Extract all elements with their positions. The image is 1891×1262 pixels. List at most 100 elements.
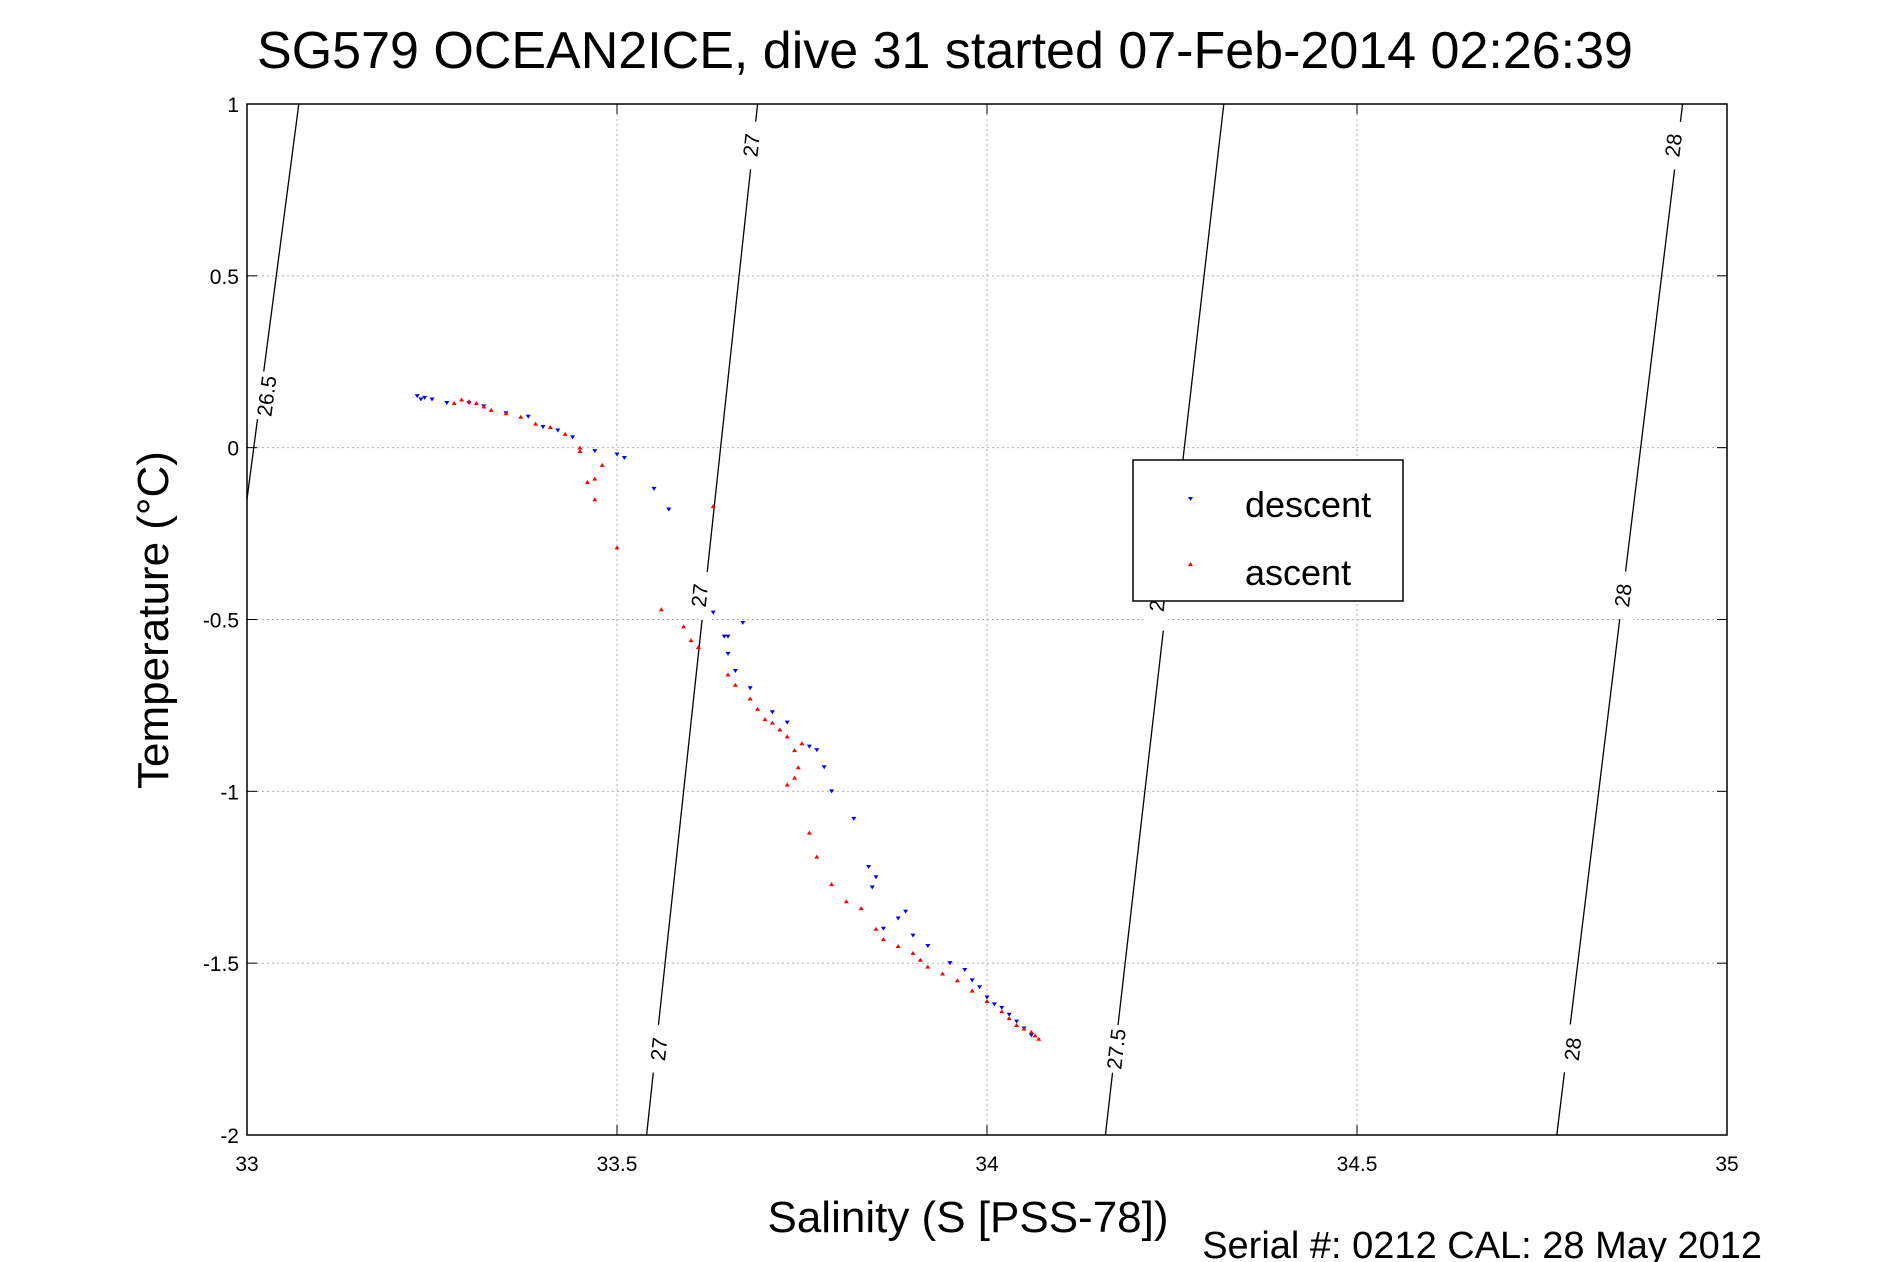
legend-box: [1132, 459, 1404, 602]
ascent-point: [795, 765, 801, 770]
contour-label-bg: [1658, 119, 1689, 171]
ascent-point: [755, 706, 761, 711]
descent-point: [869, 885, 875, 890]
descent-point: [821, 765, 827, 770]
ascent-point: [895, 943, 901, 948]
ascent-point: [873, 926, 879, 931]
descent-point: [747, 686, 753, 691]
ascent-point: [784, 782, 790, 787]
serial-cal-footer: Serial #: 0212 CAL: 28 May 2012: [1202, 1225, 1762, 1262]
ascent-point: [969, 988, 975, 993]
ascent-point: [488, 407, 494, 412]
ascent-point: [777, 727, 783, 732]
x-axis-label: Salinity (S [PSS-78]): [767, 1193, 1168, 1242]
ascent-point: [481, 404, 487, 409]
descent-point: [1006, 1012, 1012, 1017]
ascent-point: [843, 899, 849, 904]
data-points: [414, 394, 1042, 1041]
ascent-point: [784, 734, 790, 739]
descent-point: [814, 748, 820, 753]
ascent-point: [880, 937, 886, 942]
descent-point: [947, 961, 953, 966]
descent-point: [614, 452, 620, 457]
x-tick-label: 34.5: [1337, 1153, 1378, 1176]
legend-ascent-marker: [1188, 562, 1193, 566]
y-tick-label: -2: [220, 1125, 239, 1148]
ascent-point: [917, 957, 923, 962]
ascent-point: [584, 480, 590, 485]
ascent-point: [473, 400, 479, 405]
descent-point: [984, 995, 990, 1000]
ascent-point: [984, 998, 990, 1003]
ascent-point: [459, 397, 465, 402]
descent-point: [866, 864, 872, 869]
ascent-point: [762, 717, 768, 722]
contour-label: 28: [1561, 1036, 1587, 1062]
ascent-point: [769, 720, 775, 725]
density-contours: 26.5 27 27 27 2 27.5 28 28 28: [246, 103, 1689, 1136]
descent-point: [962, 968, 968, 973]
ascent-point: [562, 431, 568, 436]
descent-point: [429, 397, 435, 402]
ascent-point: [829, 882, 835, 887]
descent-point: [725, 651, 731, 656]
contour-line-28: [1556, 103, 1684, 1136]
contour-label-bg: [1608, 570, 1639, 621]
contour-line-26.5: [246, 103, 300, 500]
descent-point: [829, 789, 835, 794]
descent-point: [422, 395, 428, 400]
contour-label-bg: [1558, 1023, 1588, 1075]
ascent-point: [1032, 1033, 1038, 1038]
contour-label: 28: [1661, 132, 1687, 158]
ascent-point: [940, 971, 946, 976]
descent-point: [991, 1002, 997, 1007]
descent-point: [851, 816, 857, 821]
ascent-point: [466, 399, 472, 404]
descent-point: [1014, 1019, 1020, 1024]
ascent-point: [799, 741, 805, 746]
descent-point: [1028, 1033, 1034, 1038]
contour-label: 26.5: [253, 374, 281, 418]
descent-point: [621, 455, 627, 460]
ascent-point: [806, 830, 812, 835]
descent-point: [555, 428, 561, 433]
ascent-point: [999, 1009, 1005, 1014]
ascent-point: [814, 854, 820, 859]
ascent-point: [725, 672, 731, 677]
ascent-point: [592, 497, 598, 502]
contour-label: 27: [688, 583, 713, 609]
descent-point: [444, 400, 450, 405]
ascent-point: [688, 638, 694, 643]
ascent-point: [925, 964, 931, 969]
ascent-point: [1028, 1029, 1034, 1034]
legend-ascent-label: ascent: [1245, 552, 1351, 593]
contour-label: 28: [1611, 583, 1637, 609]
descent-point: [732, 669, 738, 674]
descent-point: [740, 620, 746, 625]
contour-label-bg: [644, 1023, 674, 1075]
ascent-point: [1036, 1036, 1042, 1041]
x-tick-label: 33.5: [597, 1153, 638, 1176]
legend-descent-marker: [1188, 497, 1193, 501]
contour-label: 2: [1146, 599, 1170, 613]
contour-label-bg: [1101, 1023, 1132, 1075]
x-tick-label: 33: [235, 1153, 258, 1176]
ascent-point: [710, 504, 716, 509]
descent-point: [873, 875, 879, 880]
descent-point: [895, 916, 901, 921]
ascent-point: [547, 425, 553, 430]
ascent-point: [910, 950, 916, 955]
axis-ticks: 33 33.5 34 34.5 35 1 0.5 0 -0.5 -1 -1.5 -2: [203, 94, 1739, 1176]
ascent-point: [1006, 1016, 1012, 1021]
ascent-point: [599, 462, 605, 467]
y-tick-label: 0: [227, 438, 239, 461]
y-tick-label: -1.5: [203, 953, 239, 976]
descent-point: [525, 414, 531, 419]
descent-point: [880, 926, 886, 931]
ascent-point: [577, 445, 583, 450]
contour-label: 27: [647, 1036, 672, 1062]
descent-point: [540, 425, 546, 430]
descent-point: [910, 933, 916, 938]
contour-label-bg: [685, 570, 715, 621]
